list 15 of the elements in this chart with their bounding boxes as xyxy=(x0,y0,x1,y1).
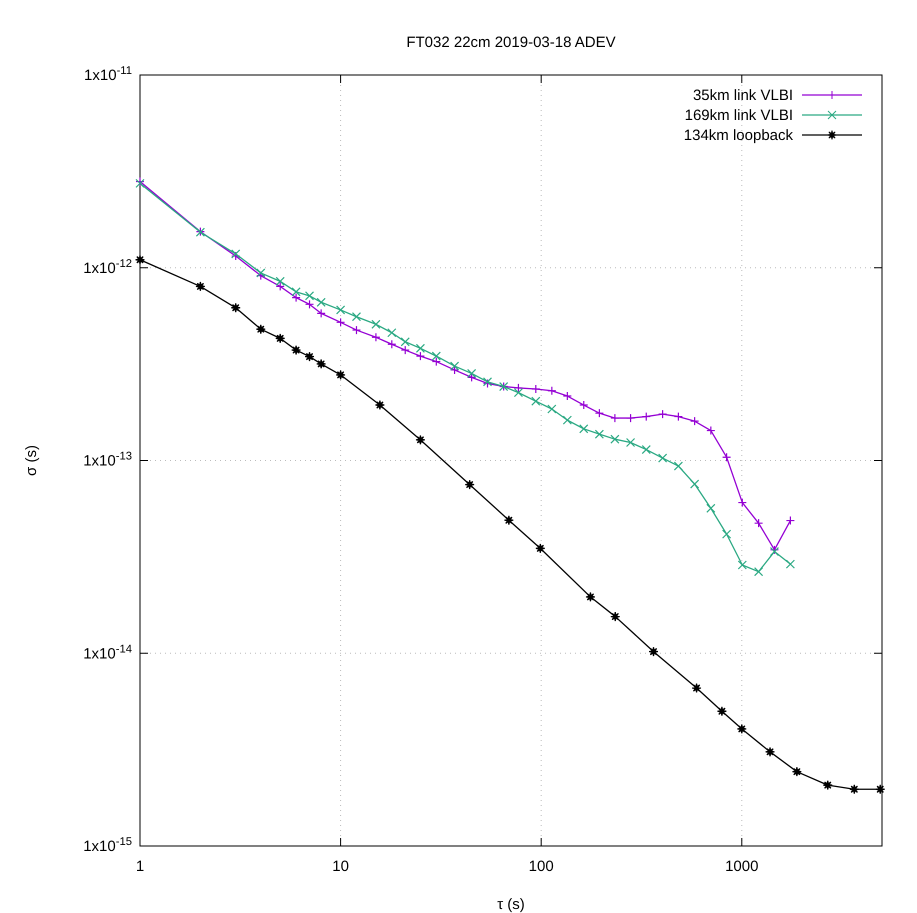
y-tick-label: 1x10$^{-11}$ xyxy=(84,65,132,84)
legend-label: 35km link VLBI xyxy=(692,87,793,104)
y-tick-label: 1x10$^{-14}$ xyxy=(83,643,132,662)
x-tick-label: 1 xyxy=(136,858,144,875)
x-tick-label: 10 xyxy=(332,858,349,875)
x-axis-title: τ (s) xyxy=(497,896,525,913)
y-tick-label: 1x10$^{-12}$ xyxy=(83,258,132,277)
y-tick-label: 1x10$^{-15}$ xyxy=(83,836,132,855)
x-tick-label: 100 xyxy=(528,858,554,875)
y-axis-title: σ (s) xyxy=(23,445,40,476)
chart-title: FT032 22cm 2019-03-18 ADEV xyxy=(406,34,616,51)
legend-label: 169km link VLBI xyxy=(684,107,793,124)
legend-label: 134km loopback xyxy=(684,127,794,144)
x-tick-label: 1000 xyxy=(725,858,758,875)
y-tick-label: 1x10$^{-13}$ xyxy=(83,450,132,470)
